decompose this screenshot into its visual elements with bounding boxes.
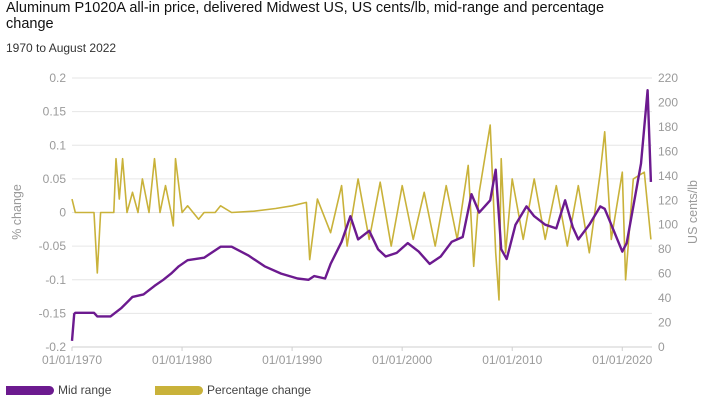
right-y-tick-label: 0 <box>658 340 665 354</box>
x-tick-label: 01/01/1970 <box>42 353 102 367</box>
legend-swatch-percentage-change <box>155 385 203 395</box>
left-y-axis: 0.2 0.15 0.1 0.05 0 -0.05 -0.1 -0.15 -0.2 <box>39 71 67 354</box>
left-y-tick-label: 0.2 <box>49 71 66 85</box>
right-y-tick-label: 100 <box>658 218 678 232</box>
left-y-tick-label: 0.05 <box>43 172 67 186</box>
right-y-tick-label: 80 <box>658 242 672 256</box>
right-y-tick-label: 180 <box>658 120 678 134</box>
right-y-tick-label: 160 <box>658 144 678 158</box>
right-y-tick-label: 140 <box>658 169 678 183</box>
series-line-percentage-change <box>71 124 652 301</box>
right-y-tick-label: 200 <box>658 95 678 109</box>
series-layer <box>70 88 653 341</box>
series-line-mid-range <box>70 88 653 341</box>
left-y-tick-label: -0.2 <box>45 340 66 354</box>
x-tick-label: 01/01/1980 <box>152 353 212 367</box>
x-tick-label: 01/01/2010 <box>482 353 542 367</box>
legend-item-mid-range: Mid range <box>6 382 111 398</box>
x-tick-label: 01/01/2000 <box>372 353 432 367</box>
left-y-tick-label: 0 <box>59 206 66 220</box>
right-y-tick-label: 120 <box>658 193 678 207</box>
chart-subtitle: 1970 to August 2022 <box>6 41 117 55</box>
x-tick-label: 01/01/2020 <box>592 353 652 367</box>
x-axis: 01/01/1970 01/01/1980 01/01/1990 01/01/2000… <box>42 346 653 367</box>
left-y-tick-label: -0.05 <box>39 239 67 253</box>
x-tick-label: 01/01/1990 <box>262 353 322 367</box>
legend-item-percentage-change: Percentage change <box>155 382 311 398</box>
right-y-tick-label: 220 <box>658 71 678 85</box>
legend-label-percentage-change: Percentage change <box>207 383 312 397</box>
left-y-axis-label: % change <box>10 184 24 240</box>
left-y-tick-label: 0.15 <box>43 105 67 119</box>
legend-swatch-mid-range <box>6 385 54 395</box>
right-y-axis-label: US cents/lb <box>686 180 700 244</box>
right-y-tick-label: 40 <box>658 291 672 305</box>
left-y-tick-label: 0.1 <box>49 138 66 152</box>
legend-label-mid-range: Mid range <box>58 383 112 397</box>
left-y-tick-label: -0.15 <box>39 306 67 320</box>
left-y-tick-label: -0.1 <box>45 273 66 287</box>
chart-plot-area: 0.20.150.10.050-0.05-0.1-0.15-0.2 220200… <box>10 71 700 367</box>
chart-title: Aluminum P1020A all-in price, delivered … <box>6 0 605 32</box>
right-y-tick-label: 60 <box>658 267 672 281</box>
right-y-tick-label: 20 <box>658 316 672 330</box>
gridlines <box>72 77 652 348</box>
